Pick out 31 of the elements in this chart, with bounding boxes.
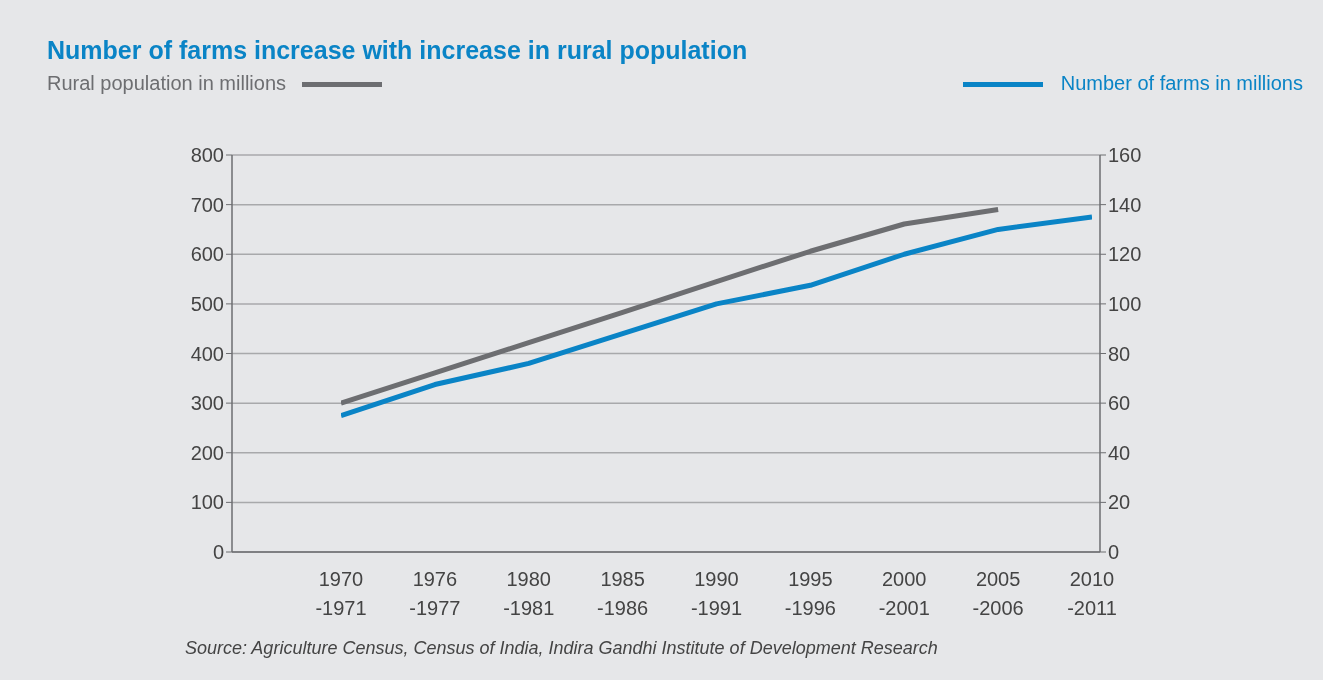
x-tick-label: 1970 -1971 bbox=[315, 568, 367, 619]
source-note: Source: Agriculture Census, Census of India, Indira Gandhi Institute of Development Research bbox=[185, 638, 938, 659]
y-tick-label: 300 bbox=[190, 392, 224, 415]
y-tick-label: 800 bbox=[190, 144, 224, 167]
y-tick-label: 100 bbox=[190, 491, 224, 514]
text: Rural population in millions bbox=[47, 72, 287, 95]
x-tick-label: 1976 -1977 bbox=[409, 568, 461, 619]
y2-tick-label: 120 bbox=[1108, 243, 1142, 266]
y2-tick-label: 140 bbox=[1108, 193, 1142, 216]
y-tick-label: 200 bbox=[190, 441, 224, 464]
y-tick-label: 700 bbox=[190, 193, 224, 216]
y2-tick-label: 160 bbox=[1108, 144, 1142, 167]
chart-title: Number of farms increase with increase in rural population bbox=[47, 36, 748, 65]
y2-tick-label: 40 bbox=[1108, 441, 1131, 464]
x-tick-label: 1980 -1981 bbox=[503, 568, 555, 619]
x-tick-label: 1995 -1996 bbox=[784, 568, 836, 619]
y-tick-label: 500 bbox=[190, 292, 224, 315]
y2-tick-label: 100 bbox=[1108, 292, 1142, 315]
y-tick-label: 0 bbox=[212, 541, 224, 564]
x-tick-label: 1990 -1991 bbox=[690, 568, 743, 619]
y-tick-label: 600 bbox=[190, 243, 224, 266]
x-tick-label: 2010 -2011 bbox=[1067, 568, 1117, 619]
x-tick-label: 2000 -2001 bbox=[878, 568, 930, 619]
y2-tick-label: 80 bbox=[1108, 342, 1131, 365]
y2-tick-label: 60 bbox=[1108, 392, 1131, 415]
y2-tick-label: 0 bbox=[1108, 541, 1120, 564]
x-tick-label: 2005 -2006 bbox=[972, 568, 1024, 619]
x-tick-label: 1985 -1986 bbox=[597, 568, 649, 619]
y-tick-label: 400 bbox=[190, 342, 224, 365]
y2-tick-label: 20 bbox=[1108, 491, 1131, 514]
legend-label: Number of farms in millions bbox=[1060, 72, 1303, 94]
